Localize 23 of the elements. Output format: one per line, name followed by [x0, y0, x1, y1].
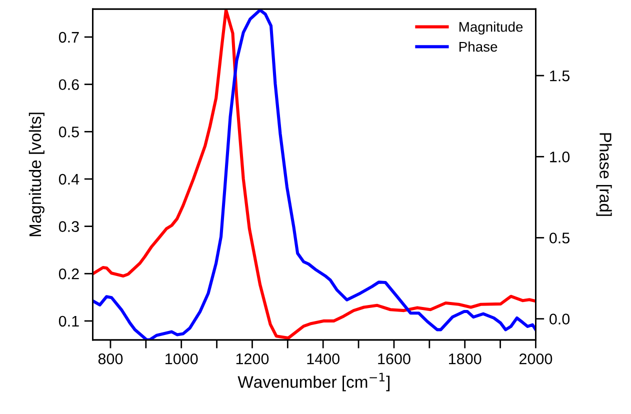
y2-tick-label: 0.5 — [550, 232, 570, 244]
y-axis-title: Magnitude [volts] — [28, 112, 44, 236]
legend-label: Magnitude — [460, 22, 523, 35]
y-tick-label: 0.2 — [58, 268, 79, 280]
x-tick-label: 800 — [98, 353, 123, 364]
y-tick-label: 0.5 — [58, 126, 79, 138]
y-tick-label: 0.7 — [58, 32, 79, 43]
y2-axis-title: Phase [rad] — [596, 133, 612, 216]
y-tick-label: 0.3 — [58, 221, 79, 232]
x-tick-label: 1200 — [236, 353, 269, 364]
x-tick-label: 1800 — [449, 353, 482, 364]
x-tick-label: 1400 — [307, 353, 340, 364]
y2-tick-label: 1.0 — [550, 152, 570, 162]
y-tick-label: 0.6 — [58, 79, 79, 90]
y-tick-label: 0.1 — [58, 316, 79, 327]
y-tick-label: 0.4 — [58, 174, 80, 185]
x-tick-label: 1000 — [166, 353, 198, 364]
x-tick-label: 2000 — [519, 353, 552, 364]
y2-tick-label: 0.0 — [550, 314, 570, 324]
x-axis-title: Wavenumber [cm$^{−1}$] — [238, 372, 390, 392]
y2-tick-label: 1.5 — [550, 70, 570, 82]
legend-label: Phase — [460, 42, 498, 52]
x-tick-label: 1600 — [378, 353, 410, 364]
